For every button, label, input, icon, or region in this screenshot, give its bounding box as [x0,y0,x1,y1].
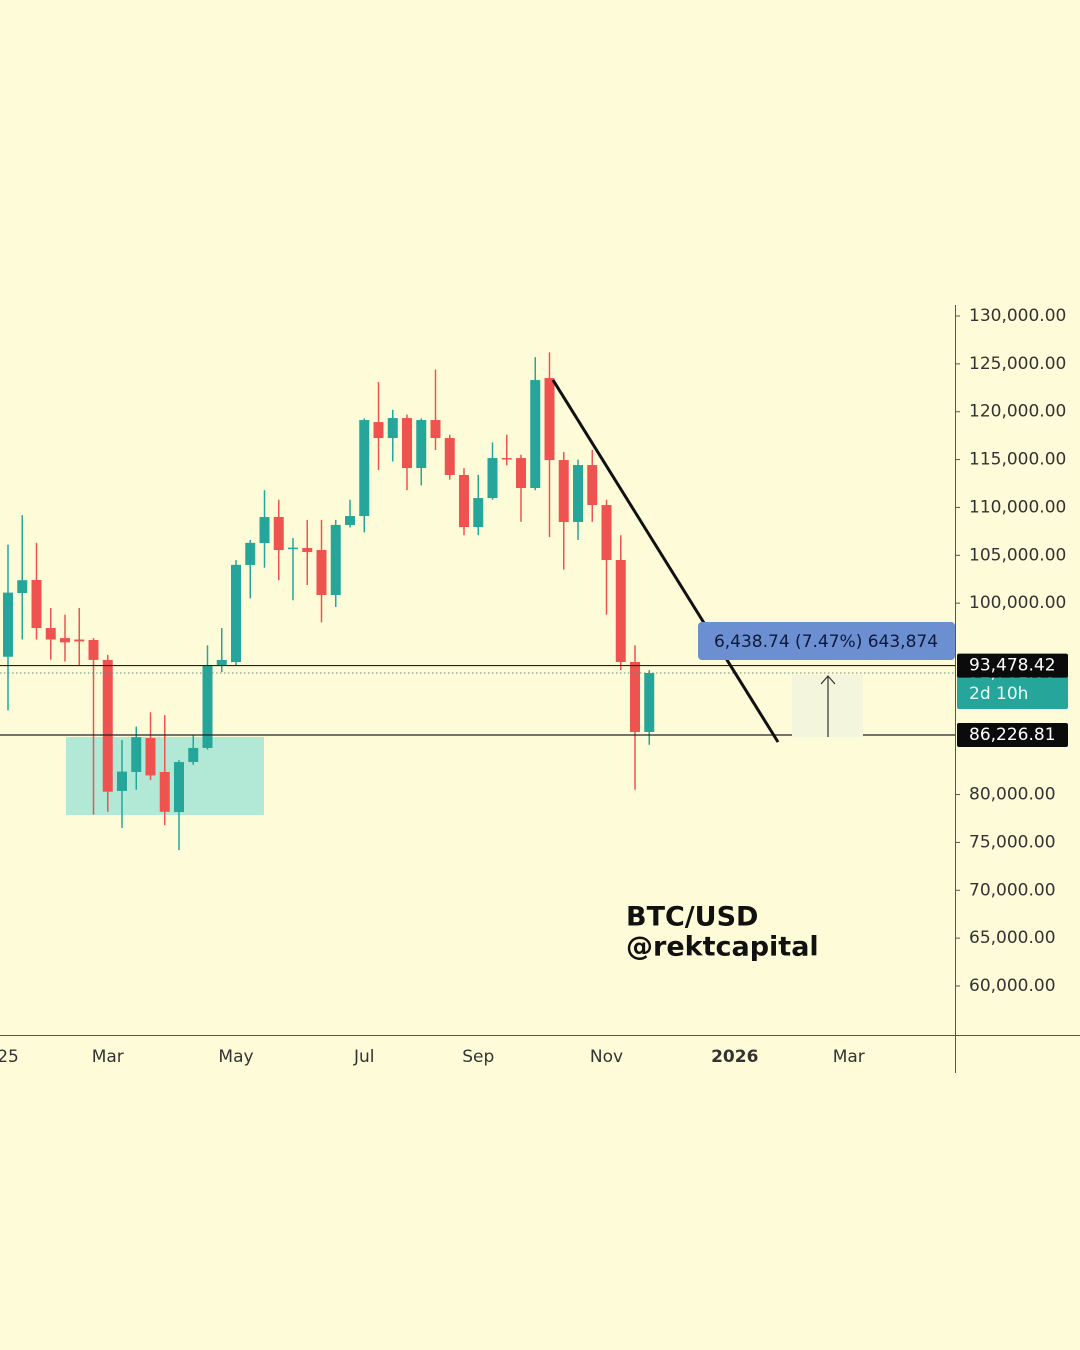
candle-body [102,659,113,792]
candle-body [444,438,455,475]
candle-body [615,559,626,663]
candle-body [359,420,370,517]
x-tick-label: May [218,1047,253,1067]
candle-body [459,474,469,528]
y-tick-label: 125,000.00 [969,354,1066,374]
y-tick-label: 120,000.00 [969,402,1066,422]
candle-body [373,422,384,439]
x-tick-label: Mar [92,1047,124,1067]
candle-body [544,378,555,461]
price-line-label: 93,478.42 [969,656,1056,676]
candle-body [316,550,327,596]
candle-body [558,460,569,522]
candle-body [74,639,85,642]
candle-body [31,579,42,629]
candle-body [131,737,142,772]
candle-body [516,458,526,489]
y-tick-label: 80,000.00 [969,785,1056,805]
price-line-label: 86,226.81 [969,725,1056,745]
y-tick-label: 75,000.00 [969,832,1056,852]
candle-body [573,465,583,522]
watermark-subtitle: @rektcapital [626,932,819,963]
y-tick-label: 70,000.00 [969,880,1056,900]
x-tick-label: Sep [462,1047,494,1067]
candle-body [145,738,156,776]
candle-body [330,524,341,596]
x-tick-label: 2026 [711,1047,758,1067]
x-tick-label: Nov [590,1047,623,1067]
measure-arrow-head [820,675,836,685]
x-tick-label: Jul [353,1047,375,1067]
axis-labels: 60,000.00 65,000.00 70,000.00 75,000.00 80,0… [0,306,1068,1067]
candle-body [88,639,99,660]
candle-body [159,771,170,812]
price-line-box [957,653,1068,678]
y-tick-label: 60,000.00 [969,976,1056,996]
candle-body [473,498,484,528]
watermark-title: BTC/USD [626,902,758,933]
candle-body [487,458,498,499]
candle-body [288,547,298,550]
candle-body [630,662,640,732]
y-tick-label: 65,000.00 [969,928,1056,948]
measure-label-box [698,622,955,660]
y-tick-label: 105,000.00 [969,545,1066,565]
candle-body [231,564,241,663]
candle-body [644,673,655,732]
candle-body [17,580,28,593]
candle-body [302,548,313,553]
candle-body [45,628,56,640]
candle-body [259,517,270,544]
countdown-label: 2d 10h [969,684,1028,704]
candle-body [174,762,184,813]
candle-body [587,465,598,506]
candle-body [188,747,199,763]
candle-body [245,542,256,565]
x-tick-label: 25 [0,1047,19,1067]
y-tick-label: 100,000.00 [969,593,1066,613]
candle-body [60,638,70,643]
candle-body [430,420,441,439]
y-tick-label: 115,000.00 [969,450,1066,470]
y-tick-label: 110,000.00 [969,497,1066,517]
candle-body [416,420,427,468]
candle-body [345,516,355,525]
candle-body [202,664,213,748]
candle-body [273,517,284,551]
trend-line [551,379,780,743]
candle-body [601,505,612,560]
candle-body [3,592,13,657]
candle-body [216,659,227,665]
price-line-box [957,722,1068,747]
candle-body [402,418,412,468]
measure-label: 6,438.74 (7.47%) 643,874 [714,632,938,652]
y-tick-label: 130,000.00 [969,306,1066,326]
candle-body [530,380,541,489]
plot [0,352,955,851]
candle-body [501,458,512,460]
x-tick-label: Mar [833,1047,865,1067]
candle-body [117,771,127,791]
candle-body [387,418,398,439]
